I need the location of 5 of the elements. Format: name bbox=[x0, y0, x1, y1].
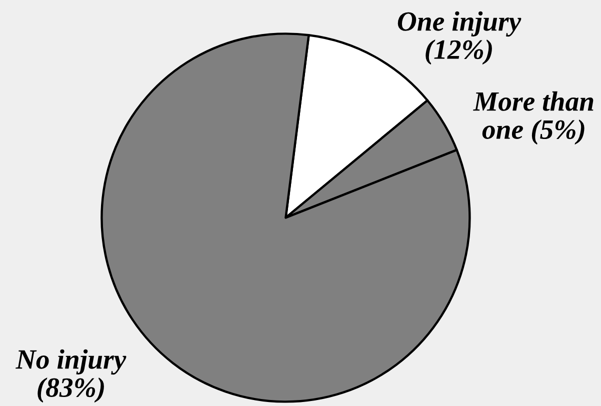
data-label: (12%) bbox=[426, 39, 492, 65]
slice-label: More than one (5%) bbox=[473, 91, 594, 145]
data-label: (83%) bbox=[38, 377, 104, 403]
slice-label: One injury bbox=[398, 11, 522, 37]
slice-label: No injury bbox=[16, 349, 126, 375]
